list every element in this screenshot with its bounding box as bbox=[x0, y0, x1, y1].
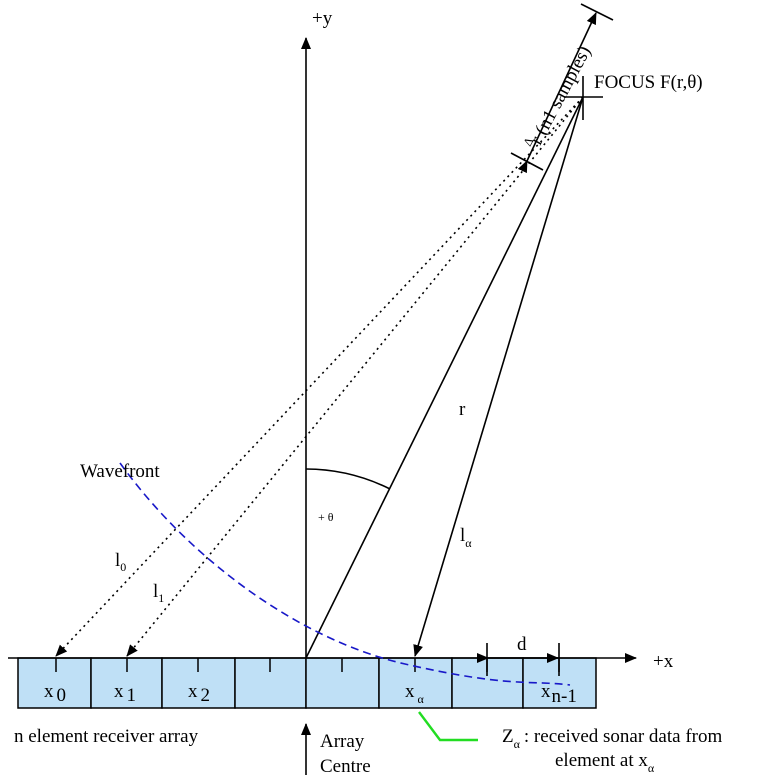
path-line-alpha bbox=[413, 96, 584, 657]
range-line bbox=[305, 96, 584, 659]
focus-label: FOCUS F(r,θ) bbox=[594, 72, 703, 93]
wavefront-curve bbox=[119, 462, 571, 686]
z-alpha-line2: element at xα bbox=[555, 750, 655, 775]
delta-r-label: r (n1 samples) bbox=[526, 43, 596, 149]
z-alpha-pointer bbox=[418, 711, 478, 742]
x-axis-label: +x bbox=[653, 651, 674, 672]
angle-arc bbox=[305, 468, 391, 490]
receiver-array bbox=[17, 657, 597, 709]
spacing-dimension bbox=[477, 643, 560, 676]
wavefront-label: Wavefront bbox=[80, 461, 160, 482]
path-label-0: l0 bbox=[115, 550, 126, 574]
array-centre-line1: Array bbox=[320, 731, 365, 752]
array-element-alpha bbox=[378, 657, 453, 709]
range-label: r bbox=[459, 399, 466, 420]
spacing-label: d bbox=[517, 634, 527, 655]
path-label-1: l1 bbox=[153, 581, 164, 605]
element-label-n-1: xn-1 bbox=[541, 681, 577, 707]
path-label-alpha: lα bbox=[460, 525, 472, 550]
array-element-0 bbox=[17, 657, 92, 709]
delta-r-dimension bbox=[510, 3, 614, 174]
angle-label: + θ bbox=[318, 510, 334, 524]
path-line-0 bbox=[55, 96, 584, 657]
z-alpha-label: Zα: received sonar data from bbox=[502, 726, 722, 751]
array-caption: n element receiver array bbox=[14, 726, 199, 747]
path-line-1 bbox=[126, 96, 584, 657]
array-centre-line2: Centre bbox=[320, 756, 371, 777]
y-axis-label: +y bbox=[312, 8, 333, 29]
